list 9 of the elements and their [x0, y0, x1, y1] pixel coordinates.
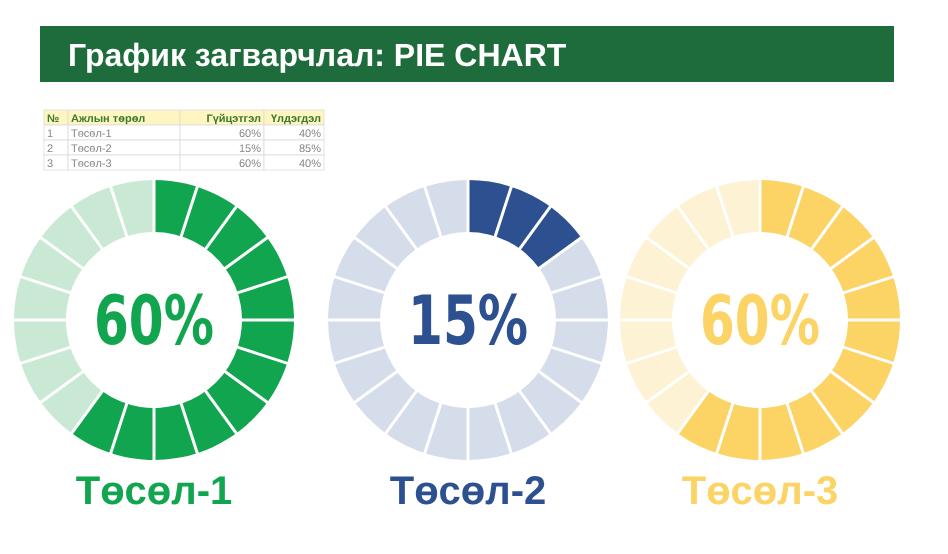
- text: Төсөл-3: [681, 470, 839, 514]
- text: 60%: [93, 282, 215, 362]
- text: Төсөл-2: [389, 470, 547, 514]
- text: 15%: [407, 282, 529, 362]
- header-banner: График загварчлал: PIE CHART: [40, 26, 894, 82]
- text: 60%: [699, 282, 821, 362]
- donut-slice: [71, 180, 294, 460]
- donut-slice: [677, 180, 900, 460]
- text: Төсөл-1: [75, 470, 233, 514]
